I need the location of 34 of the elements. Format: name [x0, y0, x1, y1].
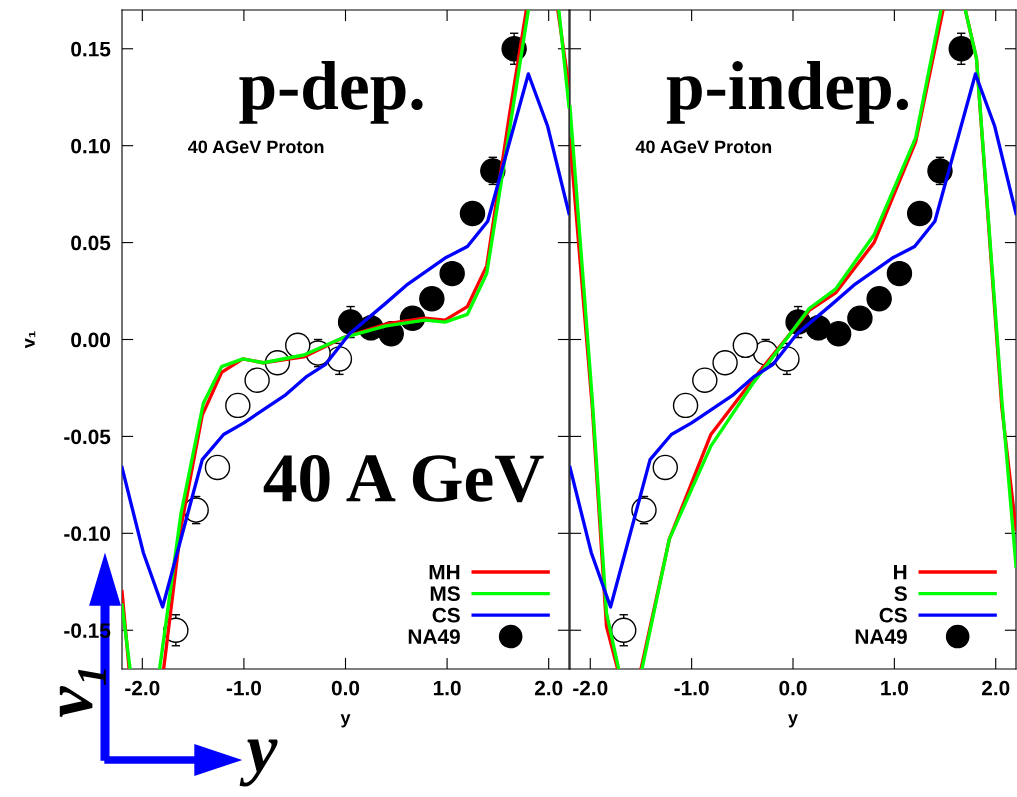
legend-label: NA49 [408, 629, 460, 645]
y-tick-label: -0.05 [64, 429, 111, 445]
annotation: p-indep. [666, 60, 909, 124]
annotation: p-dep. [239, 60, 423, 124]
annotation: 40 AGeV Proton [187, 140, 324, 154]
annotation: 40 AGeV Proton [635, 140, 772, 154]
legend-label: MS [430, 586, 460, 602]
x-axis-title: y [788, 714, 798, 728]
x-tick-label: -2.0 [125, 680, 160, 696]
x-tick-label: 1.0 [881, 680, 908, 696]
x-tick-label: 2.0 [534, 680, 563, 696]
x-axis-title: y [340, 714, 351, 728]
y-tick-label: 0.05 [71, 235, 111, 251]
annotation: 40 A GeV [263, 455, 544, 503]
x-tick-label: 1.0 [433, 680, 461, 696]
x-tick-label: 2.0 [981, 680, 1010, 696]
legend-label: CS [879, 607, 907, 623]
legend-label: CS [432, 607, 460, 623]
legend-label: NA49 [855, 629, 907, 645]
legend-label: S [894, 586, 907, 602]
x-tick-label: 0.0 [779, 680, 807, 696]
x-tick-label: 0.0 [331, 680, 360, 696]
y-axis-title: v₁ [25, 331, 36, 349]
legend-label: MH [429, 565, 460, 580]
y-tick-label: 0.10 [71, 138, 111, 154]
text: v₁ [59, 669, 106, 717]
y-tick-label: 0.15 [71, 41, 111, 57]
x-tick-label: -1.0 [226, 680, 262, 696]
legend-label: H [894, 565, 907, 580]
x-tick-label: -2.0 [573, 680, 608, 696]
x-tick-label: -1.0 [674, 680, 709, 696]
text: y [239, 739, 278, 787]
y-tick-label: -0.10 [64, 526, 111, 542]
y-tick-label: 0.00 [71, 332, 111, 348]
